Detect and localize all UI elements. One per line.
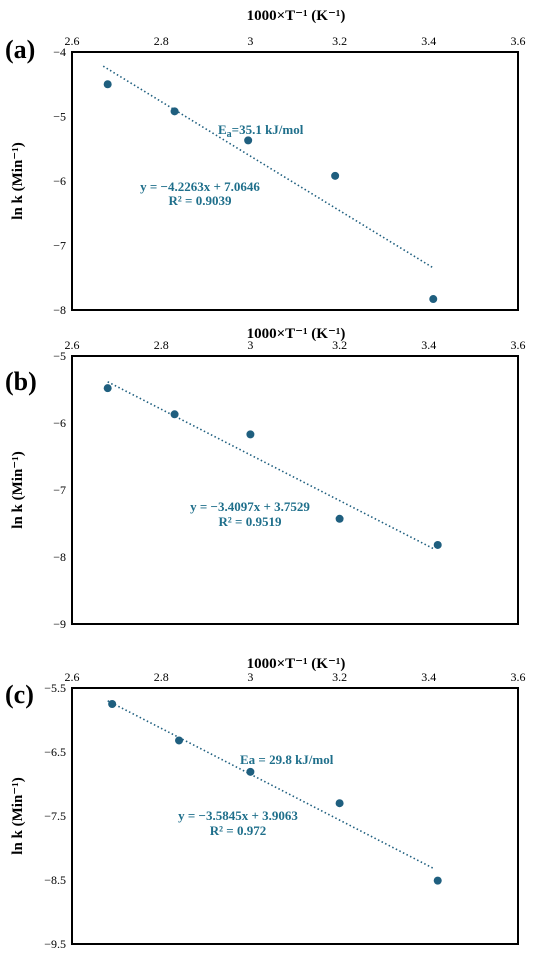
y-tick-label: −4: [53, 45, 66, 59]
x-tick-label: 3.2: [332, 34, 347, 48]
y-tick-label: −5.5: [44, 681, 66, 695]
y-tick-label: −5: [53, 110, 66, 124]
trendline-equation: y = −3.5845x + 3.9063: [178, 808, 298, 823]
x-tick-label: 3: [247, 34, 253, 48]
y-tick-label: −6.5: [44, 745, 66, 759]
activation-energy-label: Ea=35.1 kJ/mol: [218, 122, 304, 140]
y-tick-label: −8: [53, 303, 66, 317]
x-tick-label: 2.6: [65, 338, 80, 352]
data-point: [170, 410, 179, 419]
plot-frame: [71, 687, 519, 945]
trendline: [107, 381, 434, 550]
x-tick-label: 3.6: [511, 34, 526, 48]
data-point: [246, 767, 255, 776]
panel-b: (b) 1000×T⁻¹ (K⁻¹) 2.6 2.8 3 3.2 3.4 3.6 −5 −6 −7 −…: [5, 326, 526, 631]
x-axis-title: 1000×T⁻¹ (K⁻¹): [247, 8, 346, 24]
panel-label: (b): [5, 367, 37, 396]
y-tick-label: −7: [53, 483, 66, 497]
y-tick-label: −6: [53, 416, 66, 430]
data-point: [103, 80, 112, 89]
data-point: [433, 540, 442, 549]
panel-label: (c): [5, 680, 34, 709]
data-point: [246, 430, 255, 439]
y-axis-title: ln k (Min⁻¹): [10, 142, 26, 219]
data-point: [335, 799, 344, 808]
data-point: [429, 295, 438, 304]
y-tick-label: −7: [53, 239, 66, 253]
y-tick-label: −9: [53, 617, 66, 631]
x-tick-label: 3.4: [421, 34, 436, 48]
y-tick-label: −5: [53, 349, 66, 363]
x-tick-label: 2.8: [154, 338, 169, 352]
y-tick-label: −7.5: [44, 809, 66, 823]
r-squared-label: R² = 0.9519: [219, 514, 282, 529]
x-tick-label: 3: [247, 670, 253, 684]
x-axis-title: 1000×T⁻¹ (K⁻¹): [247, 326, 346, 342]
r-squared-label: R² = 0.9039: [169, 193, 232, 208]
trendline-equation: y = −4.2263x + 7.0646: [140, 179, 260, 194]
y-axis-title: ln k (Min⁻¹): [10, 777, 26, 854]
ea-subscript: a: [227, 129, 232, 140]
trendline-equation: y = −3.4097x + 3.7529: [190, 499, 310, 514]
panel-c: (c) 1000×T⁻¹ (K⁻¹) 2.6 2.8 3 3.2 3.4 3.6 −5.5 −6.…: [5, 656, 526, 951]
x-tick-label: 3.4: [421, 670, 436, 684]
y-axis-title: ln k (Min⁻¹): [10, 451, 26, 528]
panel-label: (a): [5, 35, 35, 64]
x-tick-label: 3.6: [511, 338, 526, 352]
x-tick-label: 2.8: [154, 34, 169, 48]
data-point: [331, 171, 340, 180]
x-tick-label: 3: [247, 338, 253, 352]
y-tick-label: −8: [53, 550, 66, 564]
data-point: [175, 736, 184, 745]
panel-a: (a) 1000×T⁻¹ (K⁻¹) 2.6 2.8 3 3.2 3.4 3.6 −4 −5 −6 −…: [5, 8, 526, 317]
data-point: [103, 384, 112, 393]
plot-frame: [71, 51, 519, 311]
data-point: [108, 700, 117, 708]
x-tick-label: 2.8: [154, 670, 169, 684]
y-tick-label: −8.5: [44, 873, 66, 887]
ea-prefix: E: [218, 122, 227, 137]
x-tick-label: 3.6: [511, 670, 526, 684]
plot-frame: [71, 355, 519, 625]
data-point: [170, 107, 179, 116]
activation-energy-label: Ea = 29.8 kJ/mol: [240, 752, 334, 767]
y-tick-label: −9.5: [44, 937, 66, 951]
trendline: [102, 65, 434, 269]
data-point: [244, 136, 253, 145]
y-tick-label: −6: [53, 174, 66, 188]
x-tick-label: 2.6: [65, 34, 80, 48]
trendline: [107, 700, 434, 869]
x-tick-label: 2.6: [65, 670, 80, 684]
x-axis-title: 1000×T⁻¹ (K⁻¹): [247, 656, 346, 672]
x-tick-label: 3.2: [332, 338, 347, 352]
data-point: [335, 514, 344, 523]
r-squared-label: R² = 0.972: [210, 823, 266, 838]
ea-value: =35.1 kJ/mol: [232, 122, 304, 137]
x-tick-label: 3.4: [421, 338, 436, 352]
x-tick-label: 3.2: [332, 670, 347, 684]
data-point: [433, 876, 442, 885]
